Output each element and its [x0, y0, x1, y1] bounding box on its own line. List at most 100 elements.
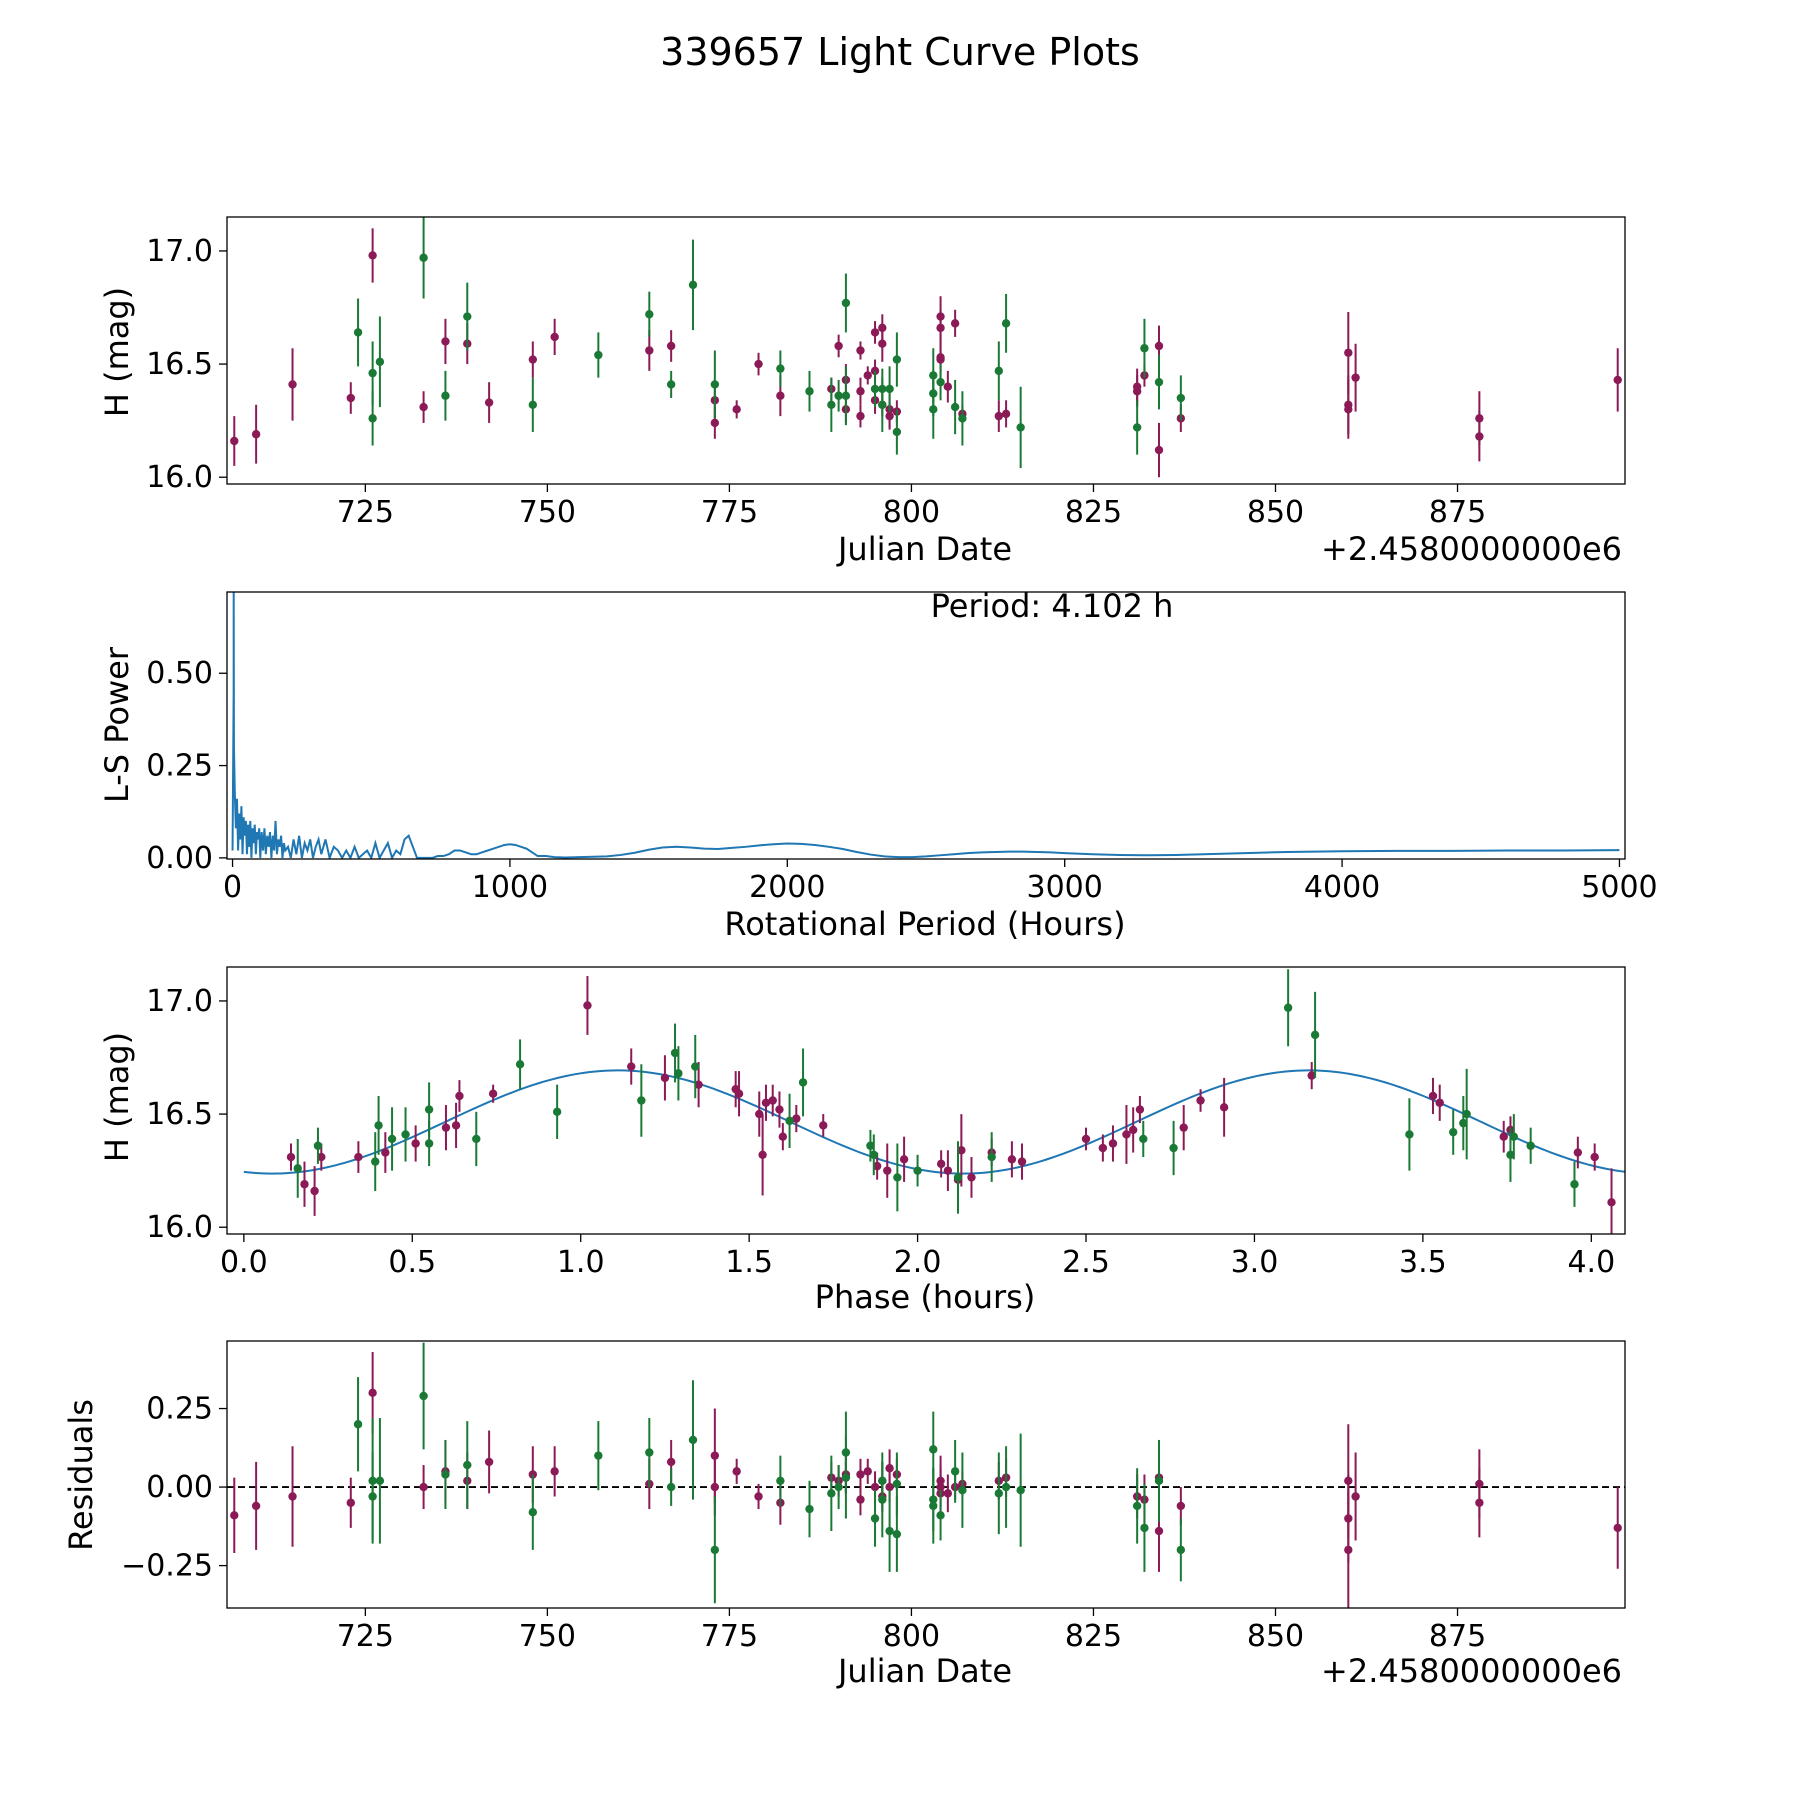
x-tick-label: 850	[1247, 495, 1304, 530]
data-point-purple	[885, 411, 894, 421]
scatter-points	[230, 1342, 1622, 1608]
data-point-purple	[870, 328, 880, 337]
data-point-purple	[251, 430, 261, 439]
x-tick-label: 775	[701, 1619, 758, 1654]
data-point-purple	[957, 1146, 966, 1155]
data-point-purple	[792, 1114, 801, 1123]
x-tick-label: 4.0	[1567, 1245, 1615, 1280]
figure-title: 339657 Light Curve Plots	[660, 30, 1140, 74]
data-point-green	[866, 1141, 875, 1150]
data-point-green	[827, 400, 836, 410]
data-point-purple	[419, 402, 428, 412]
residuals-y-label: Residuals	[62, 1399, 100, 1551]
data-point-green	[353, 328, 363, 337]
period-annotation: Period: 4.102 h	[931, 587, 1174, 625]
data-point-green	[368, 414, 377, 423]
data-point-green	[552, 1107, 562, 1117]
data-point-purple	[1344, 1545, 1353, 1555]
data-point-purple	[317, 1152, 326, 1162]
x-tick-label: 2.5	[1062, 1245, 1110, 1280]
data-point-green	[645, 1448, 654, 1457]
data-point-green	[1132, 1501, 1142, 1511]
data-point-green	[353, 1420, 363, 1429]
scatter-points	[286, 969, 1616, 1234]
data-point-green	[958, 1486, 967, 1495]
data-point-green	[688, 1435, 698, 1445]
x-tick-label: 1000	[472, 870, 548, 905]
data-point-purple	[870, 366, 880, 376]
data-point-purple	[1590, 1152, 1599, 1162]
data-point-green	[419, 253, 428, 262]
x-tick-label: 800	[883, 495, 940, 530]
data-point-purple	[1154, 445, 1164, 455]
data-point-purple	[451, 1121, 461, 1130]
data-point-green	[371, 1157, 380, 1166]
data-point-green	[885, 384, 894, 394]
data-point-purple	[666, 341, 676, 351]
data-point-green	[424, 1139, 434, 1148]
data-point-green	[691, 1062, 700, 1071]
data-point-purple	[645, 346, 654, 355]
periodogram-x-label: Rotational Period (Hours)	[724, 905, 1125, 943]
data-point-purple	[710, 1451, 720, 1460]
x-tick-label: 2000	[749, 870, 825, 905]
data-point-purple	[1154, 341, 1164, 351]
data-point-green	[892, 1529, 902, 1539]
data-point-green	[994, 366, 1004, 376]
data-point-purple	[1344, 348, 1353, 357]
x-tick-label: 800	[883, 1619, 940, 1654]
phased-curve-marks	[243, 969, 1625, 1234]
data-point-purple	[411, 1139, 420, 1148]
data-point-green	[528, 400, 538, 410]
data-point-green	[368, 1476, 377, 1485]
data-point-purple	[1154, 1526, 1164, 1536]
data-point-green	[688, 280, 698, 290]
data-point-green	[1283, 1003, 1293, 1012]
y-tick-label: 16.5	[146, 1097, 213, 1132]
data-point-purple	[754, 359, 763, 369]
residuals-panel: 725 750 775 800 825 850 875 −0.25 0.00 0.25 Julia…	[62, 1340, 1626, 1690]
data-point-green	[827, 1489, 836, 1498]
data-point-green	[892, 427, 902, 437]
data-point-green	[776, 364, 785, 373]
data-point-green	[913, 1166, 922, 1175]
x-tick-label: 750	[519, 1619, 576, 1654]
data-point-green	[841, 298, 851, 308]
data-point-purple	[943, 382, 953, 391]
data-point-purple	[856, 387, 865, 396]
data-point-green	[666, 380, 676, 389]
data-point-purple	[768, 1096, 777, 1105]
data-point-purple	[734, 1089, 744, 1098]
data-point-green	[870, 1514, 880, 1523]
data-point-purple	[346, 1498, 355, 1507]
data-point-purple	[994, 411, 1004, 421]
data-point-green	[1154, 377, 1164, 387]
data-point-purple	[288, 1492, 297, 1501]
data-point-green	[885, 1526, 894, 1536]
data-point-green	[1310, 1030, 1320, 1040]
model-curve	[243, 1069, 1625, 1175]
data-point-green	[893, 1173, 902, 1182]
data-point-green	[1016, 423, 1025, 432]
plot-frame	[226, 966, 1626, 1235]
data-point-green	[936, 1511, 945, 1520]
data-point-green	[424, 1105, 434, 1114]
data-point-green	[1405, 1130, 1414, 1139]
data-point-purple	[1017, 1157, 1027, 1166]
x-tick-label: 825	[1065, 1619, 1122, 1654]
data-point-green	[834, 1482, 843, 1492]
data-point-purple	[1573, 1148, 1583, 1157]
data-point-green	[953, 1173, 963, 1182]
data-point-green	[1169, 1143, 1178, 1153]
data-point-purple	[1475, 1498, 1484, 1507]
data-point-green	[1176, 1545, 1186, 1555]
data-point-purple	[856, 1470, 865, 1479]
data-point-green	[374, 1121, 383, 1130]
data-point-green	[1448, 1127, 1458, 1137]
x-tick-label: 725	[337, 495, 394, 530]
periodogram-axes: 0 1000 2000 3000 4000 5000 0.00 0.25 0.50	[146, 591, 1658, 905]
data-point-purple	[1607, 1198, 1616, 1207]
data-point-purple	[484, 398, 494, 407]
data-point-purple	[856, 346, 865, 355]
data-point-green	[515, 1060, 525, 1069]
